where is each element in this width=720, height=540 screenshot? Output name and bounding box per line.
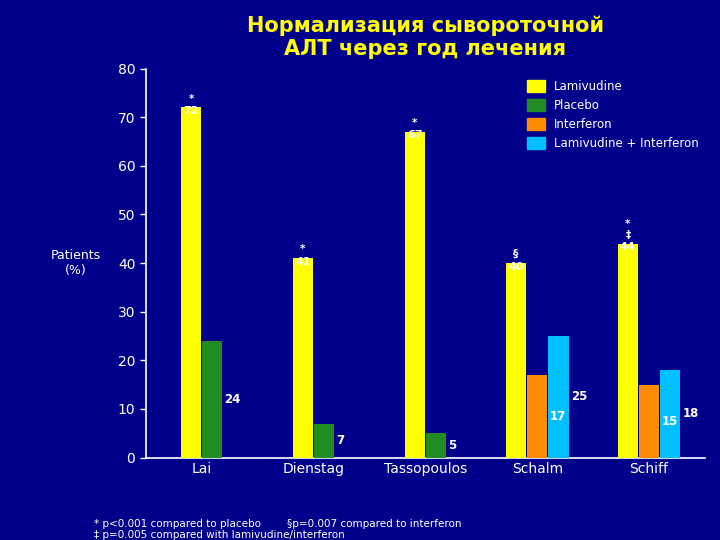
Bar	[618, 244, 638, 457]
Text: 44: 44	[620, 242, 636, 252]
Bar	[405, 132, 425, 457]
Text: 7: 7	[336, 434, 345, 447]
Text: *: *	[412, 118, 418, 128]
Text: ‡ p=0.005 compared with lamivudine/interferon: ‡ p=0.005 compared with lamivudine/inter…	[94, 530, 344, 540]
Text: 5: 5	[449, 439, 456, 452]
Bar	[181, 107, 201, 457]
Bar	[426, 433, 446, 457]
Bar	[549, 336, 569, 457]
Text: 18: 18	[683, 407, 699, 420]
Legend: Lamivudine, Placebo, Interferon, Lamivudine + Interferon: Lamivudine, Placebo, Interferon, Lamivud…	[521, 75, 705, 156]
Bar	[639, 384, 659, 457]
Text: 72: 72	[184, 106, 199, 116]
Y-axis label: Patients
(%): Patients (%)	[51, 249, 101, 277]
Bar	[660, 370, 680, 457]
Text: 17: 17	[549, 410, 566, 423]
Text: 67: 67	[407, 130, 423, 140]
Text: *
‡: * ‡	[625, 219, 631, 240]
Text: 15: 15	[662, 415, 678, 428]
Bar	[202, 341, 222, 457]
Text: §: §	[513, 249, 518, 259]
Text: 24: 24	[225, 393, 241, 406]
Text: *: *	[300, 244, 305, 254]
Bar	[293, 258, 313, 457]
Bar	[314, 423, 334, 457]
Title: Нормализация сывороточной
АЛТ через год лечения: Нормализация сывороточной АЛТ через год …	[247, 15, 604, 59]
Bar	[527, 375, 547, 457]
Bar	[506, 263, 526, 457]
Text: 25: 25	[571, 390, 588, 403]
Text: *: *	[189, 93, 194, 104]
Text: 40: 40	[508, 261, 523, 272]
Text: 41: 41	[295, 256, 311, 267]
Text: * p<0.001 compared to placebo        §p=0.007 compared to interferon: * p<0.001 compared to placebo §p=0.007 c…	[94, 519, 461, 529]
